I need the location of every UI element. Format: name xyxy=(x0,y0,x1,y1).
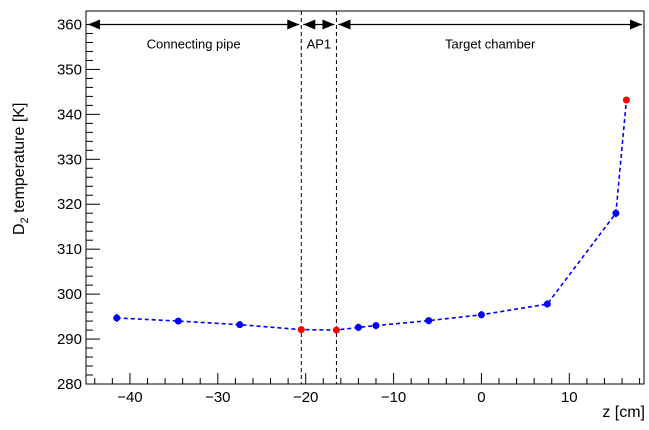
y-tick-label: 300 xyxy=(57,286,82,303)
data-point xyxy=(543,300,551,308)
region-label: Target chamber xyxy=(445,36,536,51)
data-points xyxy=(113,96,630,334)
y-tick-label: 280 xyxy=(57,376,82,393)
data-point xyxy=(174,317,182,325)
data-point xyxy=(612,209,620,217)
data-point xyxy=(354,323,362,331)
x-tick-label: 0 xyxy=(477,389,485,406)
data-point xyxy=(622,96,630,104)
x-ticks: −40 −30 −20 −10 0 10 xyxy=(94,373,641,406)
region-arrow-head-left xyxy=(338,19,351,30)
y-tick-label: 330 xyxy=(57,151,82,168)
data-point xyxy=(236,321,244,329)
y-axis-title: D2 temperature [K] xyxy=(11,103,31,235)
y-tick-label: 360 xyxy=(57,16,82,33)
y-axis-title-subscript: 2 xyxy=(19,217,31,223)
x-axis-title: z [cm] xyxy=(602,404,645,421)
data-point xyxy=(372,322,380,330)
data-point xyxy=(425,317,433,325)
y-tick-label: 290 xyxy=(57,331,82,348)
x-tick-label: −40 xyxy=(117,389,142,406)
y-axis-title-suffix: temperature [K] xyxy=(11,103,28,218)
region-arrow-head-right xyxy=(630,19,642,30)
region-arrows xyxy=(88,19,642,30)
y-ticks: 280 290 300 310 320 330 340 350 360 xyxy=(57,16,100,393)
x-tick-label: −20 xyxy=(293,389,318,406)
x-tick-label: −30 xyxy=(205,389,230,406)
y-tick-label: 310 xyxy=(57,241,82,258)
x-tick-label: −10 xyxy=(381,389,406,406)
y-tick-label: 340 xyxy=(57,106,82,123)
region-arrow-head-right xyxy=(322,19,335,30)
vertical-lines xyxy=(300,11,337,384)
plot-border xyxy=(85,10,645,385)
y-tick-label: 350 xyxy=(57,61,82,78)
region-labels: Connecting pipe AP1 Target chamber xyxy=(147,36,536,51)
region-arrow-head-left xyxy=(303,19,316,30)
region-arrow-head-right xyxy=(287,19,300,30)
series-line xyxy=(116,99,628,331)
data-line xyxy=(116,99,628,331)
region-label: Connecting pipe xyxy=(147,36,241,51)
y-tick-label: 320 xyxy=(57,196,82,213)
data-point xyxy=(332,326,340,334)
region-label: AP1 xyxy=(307,36,332,51)
data-point xyxy=(477,311,485,319)
x-tick-label: 10 xyxy=(561,389,578,406)
data-point xyxy=(297,326,305,334)
data-point xyxy=(113,314,121,322)
y-axis-title-prefix: D xyxy=(11,223,28,235)
plot-frame xyxy=(85,10,645,385)
